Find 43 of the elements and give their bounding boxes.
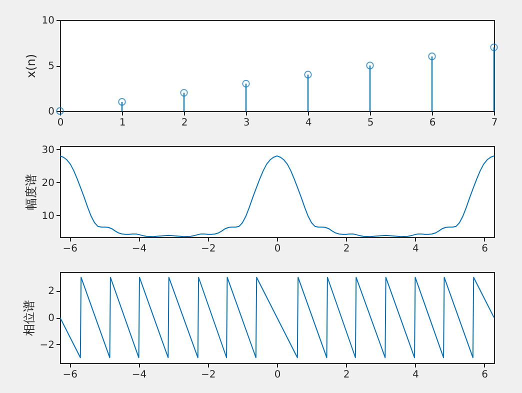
x-tick-label: −2 — [201, 244, 216, 254]
line-series — [60, 155, 494, 237]
point — [304, 70, 312, 78]
x-tick-label: 6 — [429, 118, 436, 128]
x-tick-label: −4 — [132, 370, 147, 380]
point — [428, 52, 436, 60]
y-axis-title: 相位谱 — [22, 300, 36, 336]
y-tick-label: 20 — [42, 178, 54, 189]
y-tick-label: 0 — [48, 106, 54, 118]
y-tick-label: 5 — [48, 61, 54, 72]
x-tick-label: 4 — [305, 118, 312, 128]
y-tick-label: 10 — [42, 210, 54, 222]
x-tick-label: −6 — [62, 244, 78, 254]
x-tick-label: 0 — [274, 370, 281, 380]
point — [366, 62, 374, 70]
x-tick-label: −4 — [132, 244, 147, 254]
x-tick-label: 7 — [491, 118, 498, 128]
y-tick-label: 0 — [48, 313, 54, 324]
x-tick-label: 3 — [243, 118, 250, 128]
point — [490, 43, 498, 52]
x-tick-label: 5 — [367, 118, 374, 128]
x-tick-label: 4 — [412, 244, 419, 254]
y-tick-label: 10 — [42, 16, 54, 26]
x-tick-label: 6 — [482, 370, 488, 380]
x-tick-label: 6 — [482, 244, 488, 254]
y-tick-label: −2 — [40, 340, 54, 351]
y-tick-label: 2 — [48, 286, 54, 298]
x-tick-label: 2 — [343, 244, 350, 254]
x-tick-label: −6 — [62, 370, 78, 380]
point — [56, 107, 64, 115]
x-tick-label: −2 — [201, 370, 216, 380]
point — [242, 80, 250, 88]
x-tick-label: 2 — [343, 370, 350, 380]
y-axis-title: x(n) — [24, 54, 38, 78]
point — [180, 88, 188, 97]
x-tick-label: 2 — [181, 118, 188, 128]
x-tick-label: 0 — [57, 118, 64, 128]
point — [118, 98, 126, 106]
y-axis-title: 幅度谱 — [24, 174, 38, 210]
x-tick-label: 0 — [274, 244, 281, 254]
x-tick-label: 1 — [119, 118, 126, 128]
x-tick-label: 4 — [412, 370, 419, 380]
y-tick-label: 30 — [42, 144, 54, 156]
